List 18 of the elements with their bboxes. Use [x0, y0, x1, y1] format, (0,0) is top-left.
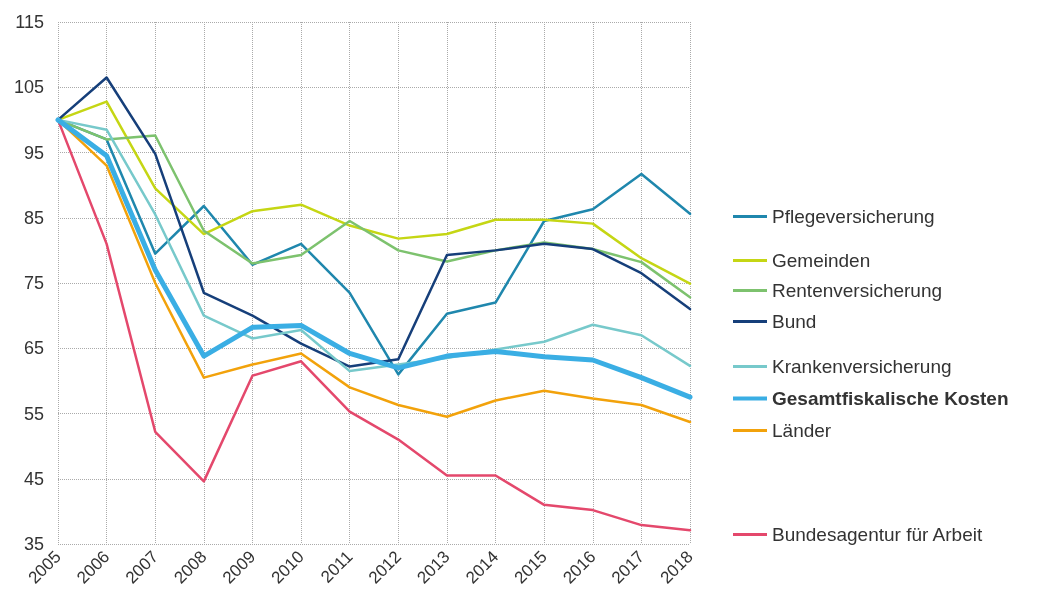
legend-label: Gesamtfiskalische Kosten — [772, 388, 1009, 409]
legend-label: Länder — [772, 420, 832, 441]
y-tick-label: 55 — [23, 403, 44, 424]
legend-label: Gemeinden — [772, 250, 871, 271]
y-tick-label: 35 — [23, 534, 44, 554]
y-tick-label: 115 — [15, 12, 44, 32]
legend-label: Pflegeversicherung — [772, 206, 935, 227]
y-tick-label: 75 — [23, 273, 44, 293]
y-tick-label: 105 — [13, 77, 44, 98]
y-tick-label: 95 — [23, 142, 44, 163]
legend-label: Krankenversicherung — [772, 356, 952, 377]
y-tick-label: 85 — [23, 207, 44, 228]
y-tick-label: 45 — [23, 468, 44, 489]
y-tick-label: 65 — [23, 338, 44, 359]
legend-label: Bundesagentur für Arbeit — [772, 524, 983, 545]
line-series — [56, 76, 692, 368]
legend-label: Bund — [772, 311, 817, 332]
legend-label: Rentenversicherung — [772, 280, 943, 301]
